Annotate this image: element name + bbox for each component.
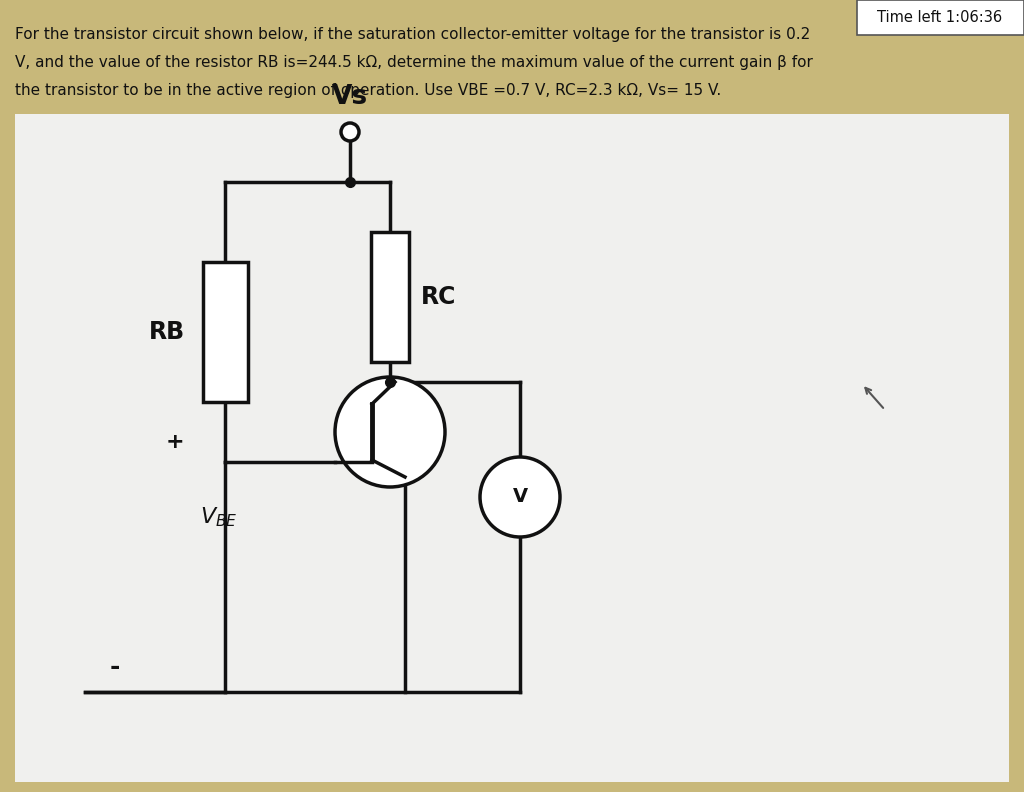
Bar [15, 114, 1009, 782]
Text: $V_{BE}$: $V_{BE}$ [200, 505, 238, 529]
Bar [203, 262, 248, 402]
Circle shape [341, 123, 359, 141]
Text: the transistor to be in the active region of operation. Use VBE =0.7 V, RC=2.3 k: the transistor to be in the active regio… [15, 82, 721, 97]
Text: V, and the value of the resistor RB is=244.5 kΩ, determine the maximum value of : V, and the value of the resistor RB is=2… [15, 55, 813, 70]
Circle shape [335, 377, 445, 487]
Text: For the transistor circuit shown below, if the saturation collector-emitter volt: For the transistor circuit shown below, … [15, 26, 810, 41]
Bar [371, 232, 409, 362]
Circle shape [480, 457, 560, 537]
Text: RB: RB [148, 320, 185, 344]
Bar [0, 0, 1024, 112]
Text: -: - [110, 655, 120, 679]
Text: V: V [512, 488, 527, 507]
Text: RC: RC [421, 285, 457, 309]
Bar [857, 0, 1024, 35]
Text: Vs: Vs [332, 84, 368, 110]
Text: Time left 1:06:36: Time left 1:06:36 [878, 10, 1002, 25]
Text: +: + [166, 432, 184, 452]
